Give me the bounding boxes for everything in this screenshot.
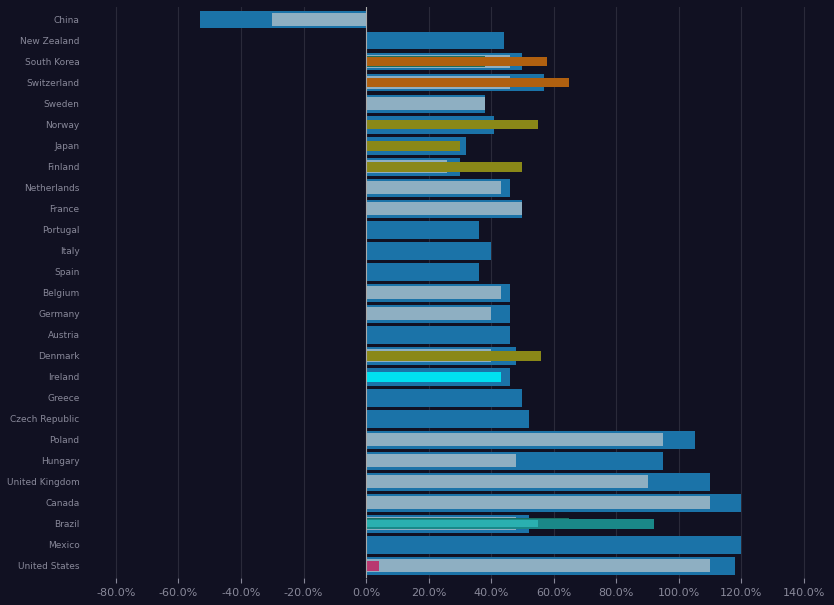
Bar (366, 181, 500, 194)
Bar (366, 371, 500, 382)
Bar (366, 559, 710, 572)
Bar (366, 454, 516, 468)
Bar (366, 56, 485, 67)
Bar (366, 520, 538, 528)
Bar (200, 11, 366, 28)
Bar (366, 202, 522, 215)
Bar (366, 57, 547, 67)
Bar (366, 557, 735, 575)
Bar (366, 221, 479, 238)
Bar (366, 519, 654, 529)
Bar (366, 141, 394, 151)
Bar (366, 517, 516, 531)
Bar (366, 158, 460, 175)
Bar (366, 94, 485, 113)
Bar (366, 76, 510, 90)
Bar (366, 286, 500, 299)
Bar (366, 178, 510, 197)
Bar (366, 141, 384, 151)
Bar (366, 116, 495, 134)
Bar (366, 77, 570, 88)
Bar (366, 162, 522, 171)
Bar (272, 13, 366, 26)
Bar (366, 137, 466, 154)
Bar (366, 431, 695, 449)
Bar (366, 518, 570, 529)
Bar (366, 347, 516, 365)
Bar (366, 305, 510, 322)
Bar (366, 77, 407, 88)
Bar (366, 351, 397, 361)
Bar (366, 284, 510, 301)
Bar (366, 31, 504, 50)
Bar (366, 494, 741, 512)
Bar (366, 475, 647, 488)
Bar (366, 561, 379, 571)
Bar (366, 241, 491, 260)
Bar (366, 97, 485, 110)
Bar (366, 53, 522, 71)
Bar (366, 349, 491, 362)
Bar (366, 160, 447, 173)
Bar (366, 200, 522, 218)
Bar (366, 389, 522, 407)
Bar (366, 74, 545, 91)
Bar (366, 452, 663, 469)
Bar (366, 410, 529, 428)
Bar (366, 141, 460, 151)
Bar (366, 307, 491, 320)
Bar (366, 536, 741, 554)
Bar (366, 515, 529, 532)
Bar (366, 351, 541, 361)
Bar (366, 473, 710, 491)
Bar (366, 368, 510, 385)
Bar (366, 120, 538, 129)
Bar (366, 496, 710, 509)
Bar (366, 263, 479, 281)
Bar (366, 325, 510, 344)
Bar (366, 433, 663, 446)
Bar (366, 55, 510, 68)
